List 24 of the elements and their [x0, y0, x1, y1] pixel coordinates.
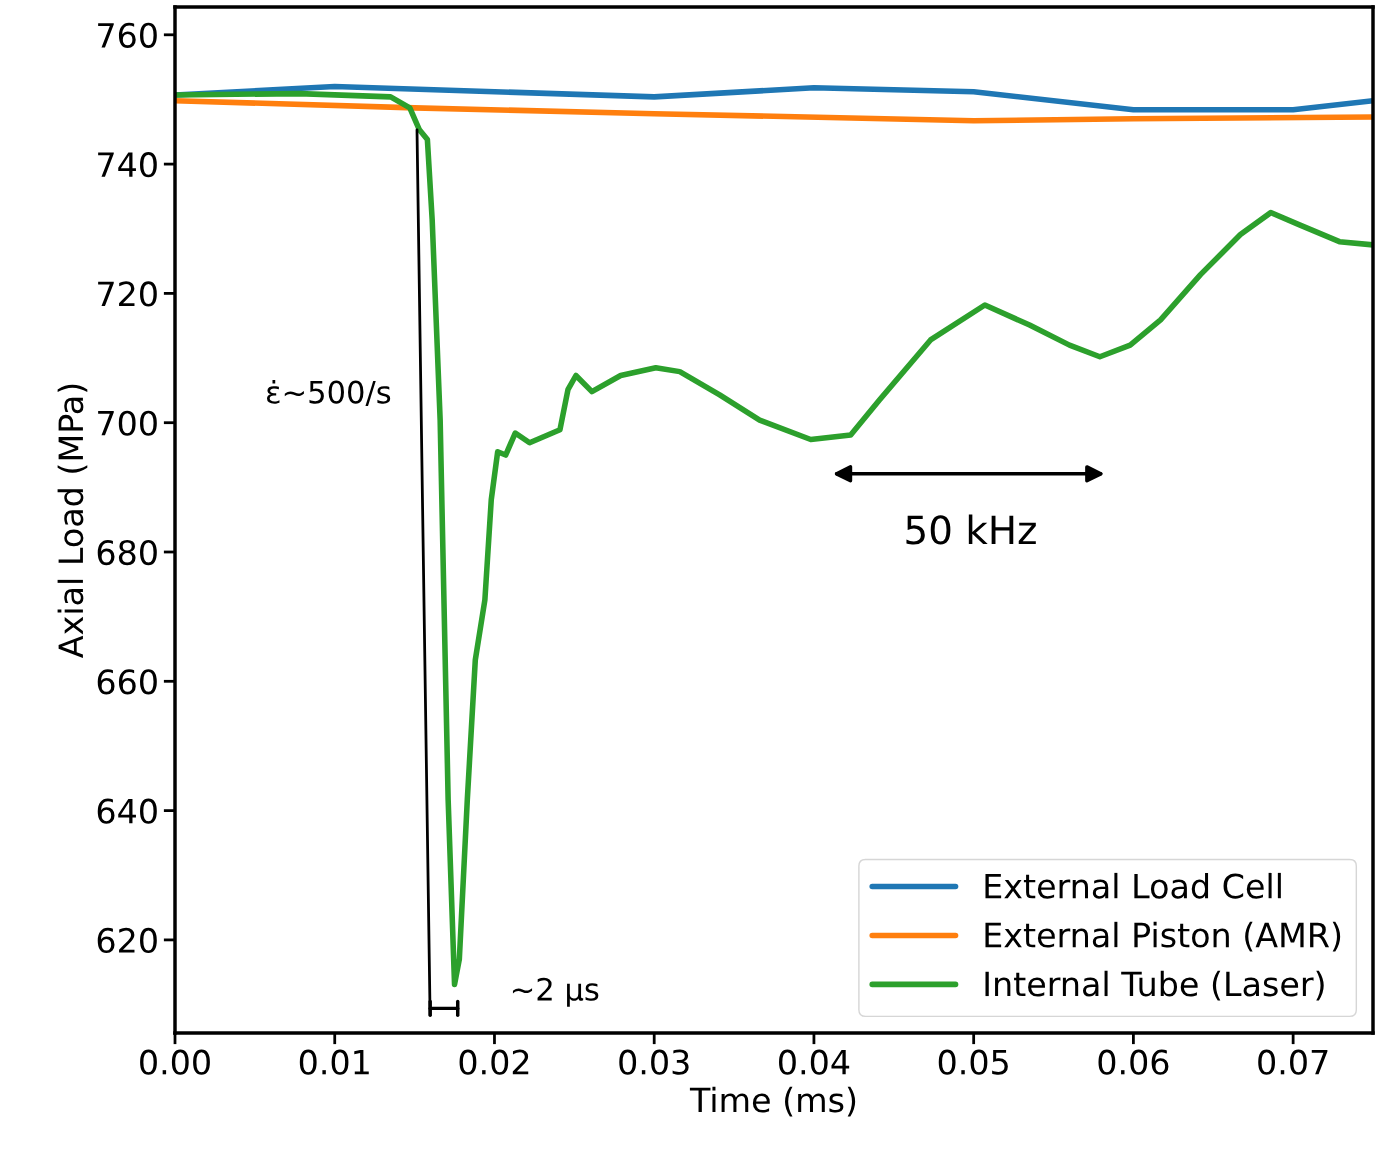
- y-tick-label: 620: [97, 927, 157, 954]
- annotation: ~2 μs: [512, 977, 599, 1007]
- y-tick-label: 660: [97, 669, 157, 695]
- y-tick-label: 700: [98, 410, 157, 436]
- y-tick-label: 760: [98, 22, 157, 48]
- annotation: 50 kHz: [906, 514, 1036, 545]
- x-axis-title: Time (ms): [689, 1086, 856, 1117]
- x-tick-label: 0.00: [140, 1049, 210, 1075]
- x-tick-label: 0.07: [1258, 1049, 1328, 1075]
- x-tick-label: 0.01: [299, 1049, 369, 1075]
- legend-label: External Piston (AMR): [985, 921, 1341, 952]
- x-tick-label: 0.06: [1098, 1049, 1169, 1075]
- legend-label: Internal Tube (Laser): [985, 970, 1324, 1001]
- y-tick-label: 740: [98, 152, 157, 178]
- y-tick-label: 640: [97, 798, 157, 824]
- legend-label: External Load Cell: [985, 872, 1281, 899]
- y-tick-label: 680: [97, 539, 157, 566]
- x-tick-label: 0.03: [619, 1049, 689, 1075]
- x-tick-label: 0.02: [459, 1049, 529, 1075]
- y-tick-label: 720: [98, 281, 157, 307]
- annotation: ε̇~500/s: [267, 380, 391, 407]
- x-tick-label: 0.04: [779, 1049, 850, 1075]
- y-axis-title: Axial Load (MPa): [57, 384, 88, 658]
- x-tick-label: 0.05: [938, 1049, 1008, 1075]
